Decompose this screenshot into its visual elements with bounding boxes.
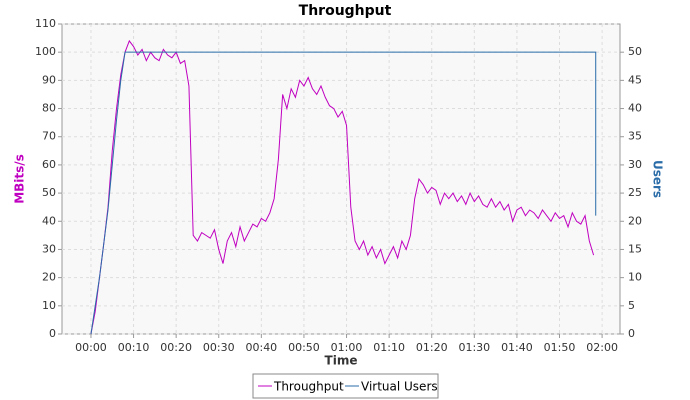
y2-tick-label: 25	[628, 186, 642, 199]
x-tick-label: 01:40	[501, 341, 533, 354]
y-tick-label: 50	[42, 186, 56, 199]
x-tick-label: 01:50	[544, 341, 576, 354]
y2-tick-label: 45	[628, 73, 642, 86]
y-tick-label: 30	[42, 242, 56, 255]
y2-tick-label: 15	[628, 242, 642, 255]
y-tick-label: 110	[35, 17, 56, 30]
y-tick-label: 100	[35, 45, 56, 58]
y2-tick-label: 5	[628, 299, 635, 312]
legend: Throughput Virtual Users	[252, 373, 439, 399]
y-tick-label: 10	[42, 299, 56, 312]
y2-tick-label: 40	[628, 102, 642, 115]
y-tick-label: 20	[42, 271, 56, 284]
x-tick-label: 01:10	[373, 341, 405, 354]
x-tick-label: 00:10	[118, 341, 150, 354]
y-axis-title: MBits/s	[13, 154, 27, 204]
series-line	[90, 39, 595, 335]
y2-tick-label: 50	[628, 45, 642, 58]
x-tick-label: 00:50	[288, 341, 320, 354]
x-tick-label: 00:20	[160, 341, 192, 354]
y2-tick-label: 35	[628, 130, 642, 143]
x-tick-label: 00:30	[203, 341, 235, 354]
y2-tick-label: 30	[628, 158, 642, 171]
y-tick-label: 0	[49, 327, 56, 340]
y-tick-label: 70	[42, 130, 56, 143]
x-tick-label: 00:00	[75, 341, 107, 354]
x-tick-label: 02:00	[586, 341, 618, 354]
x-tick-label: 00:40	[245, 341, 277, 354]
legend-label: Throughput	[273, 380, 344, 394]
y-tick-label: 40	[42, 214, 56, 227]
x-tick-label: 01:20	[416, 341, 448, 354]
y2-tick-label: 20	[628, 214, 642, 227]
x-tick-label: 01:00	[331, 341, 363, 354]
y-tick-label: 60	[42, 158, 56, 171]
y-tick-label: 90	[42, 73, 56, 86]
chart-title: Throughput	[299, 3, 392, 19]
x-tick-label: 01:30	[458, 341, 490, 354]
series-line	[90, 51, 597, 335]
legend-label: Virtual Users	[361, 380, 438, 394]
y2-tick-label: 0	[628, 327, 635, 340]
y2-tick-label: 10	[628, 271, 642, 284]
plot-area	[61, 23, 621, 335]
y2-axis-title: Users	[651, 160, 665, 198]
y-tick-label: 80	[42, 102, 56, 115]
x-axis-title: Time	[325, 354, 358, 368]
